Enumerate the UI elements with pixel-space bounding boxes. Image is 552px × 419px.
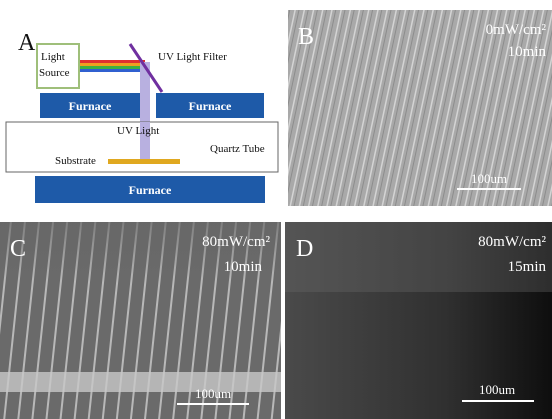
scale-bar <box>457 188 521 190</box>
figure: A Light Source UV Light Filter Furnace F… <box>0 0 552 419</box>
intensity: 0mW/cm² <box>486 22 547 38</box>
time: 15min <box>508 259 547 275</box>
light-source-label: Source <box>39 67 70 79</box>
scale-label: 100um <box>195 386 231 401</box>
panel-b: B 0mW/cm² 10min 100um <box>288 10 552 206</box>
beam <box>80 69 145 72</box>
furnace-label: Furnace <box>189 99 232 113</box>
panel-label: D <box>296 236 313 262</box>
scale-bar <box>462 400 534 402</box>
panel-label: C <box>10 236 26 262</box>
uv-light-label: UV Light <box>117 125 159 137</box>
time: 10min <box>508 44 547 60</box>
panel-a: A Light Source UV Light Filter Furnace F… <box>6 30 278 203</box>
substrate-label: Substrate <box>55 155 96 167</box>
shade <box>285 222 552 292</box>
time: 10min <box>224 259 263 275</box>
substrate <box>108 159 180 164</box>
intensity: 80mW/cm² <box>478 234 546 250</box>
light-source-label: Light <box>41 51 65 63</box>
quartz-tube-label: Quartz Tube <box>210 143 265 155</box>
sem-image <box>288 10 552 206</box>
scale-label: 100um <box>479 382 515 397</box>
furnace-label: Furnace <box>129 183 172 197</box>
beam <box>80 60 145 63</box>
panel-c: C 80mW/cm² 10min 100um <box>0 222 281 419</box>
beam <box>80 63 145 66</box>
bright-band <box>0 372 281 392</box>
intensity: 80mW/cm² <box>202 234 270 250</box>
furnace-label: Furnace <box>69 99 112 113</box>
scale-bar <box>177 403 249 405</box>
beam <box>80 66 145 69</box>
filter-label: UV Light Filter <box>158 51 227 63</box>
panel-d: D 80mW/cm² 15min 100um <box>285 222 552 419</box>
panel-label: A <box>18 30 36 56</box>
panel-label: B <box>298 24 314 50</box>
scale-label: 100um <box>471 171 507 186</box>
